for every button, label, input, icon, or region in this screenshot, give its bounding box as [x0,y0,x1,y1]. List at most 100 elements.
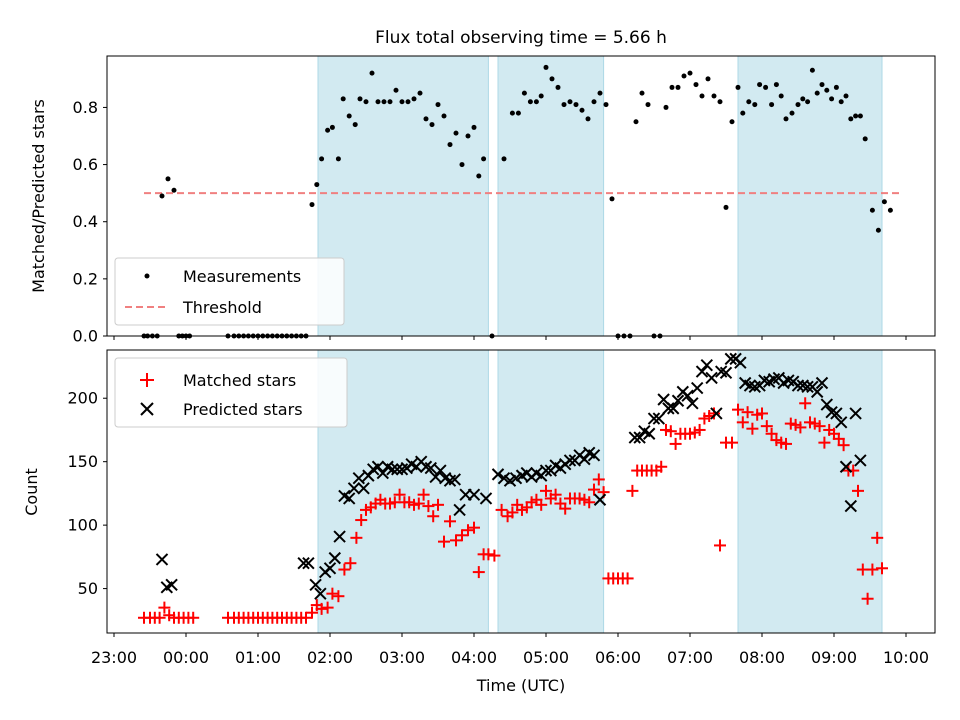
top-ytick-label: 0.8 [73,98,98,117]
matched-star-point [837,439,850,452]
predicted-star-point [690,381,704,395]
measurement-point [171,187,177,193]
measurement-point [819,82,825,88]
xtick-label: 03:00 [379,648,425,667]
measurement-point [740,110,746,116]
predicted-star-point [820,398,834,411]
measurement-point [319,156,325,162]
predicted-star-point [323,562,337,575]
matched-star-point [736,416,749,429]
predicted-star-point [155,553,169,566]
matched-star-point [540,484,552,497]
xtick-label: 05:00 [523,648,569,667]
predicted-star-point [333,530,346,543]
predicted-star-point [352,471,366,485]
measurement-point [447,142,453,148]
measurement-point [543,64,549,70]
measurement-point [309,202,315,208]
predicted-star-point [705,371,718,385]
top-legend: Measurements Threshold [114,257,345,326]
predicted-star-point [347,482,361,495]
measurement-point [393,87,399,93]
matched-star-point [866,563,879,576]
measurement-point [481,156,487,162]
predicted-star-point [854,454,867,467]
measurement-point [405,99,411,105]
measurement-point [585,116,591,122]
measurement-point [375,99,381,105]
measurement-point [723,204,729,210]
predicted-star-point [657,393,670,406]
measurement-point [471,124,477,130]
matched-star-point [326,587,339,600]
measurement-point [527,99,533,105]
matched-star-point [799,397,812,410]
matched-star-point [422,500,435,513]
matched-star-point [427,510,440,523]
measurement-point [501,156,507,162]
predicted-star-point [357,482,370,495]
matched-star-point [876,562,888,575]
xtick-label: 07:00 [667,648,713,667]
predicted-star-point [479,492,493,505]
matched-star-point [468,521,480,534]
top-panel: 0.00.20.40.60.8 Matched/Predicted stars … [29,55,936,346]
measurement-point [357,96,363,102]
matched-star-point [861,592,874,605]
predicted-star-point [652,412,666,425]
top-ytick-label: 0.0 [73,327,98,346]
top-ytick-label: 0.4 [73,212,98,231]
predicted-star-point [328,551,342,565]
xtick-label: 02:00 [307,648,353,667]
predicted-star-point [309,578,322,591]
measurement-point [853,113,859,119]
matched-star-point [300,611,312,624]
measurement-point [843,93,849,99]
matched-star-point [412,497,425,510]
shaded-interval-2 [737,55,883,337]
predicted-star-point [686,397,699,410]
matched-star-point [852,484,864,497]
matched-star-point [462,524,474,537]
predicted-star-point [297,556,310,570]
matched-star-point [332,590,345,603]
predicted-star-point [710,407,723,420]
matched-star-point [621,572,634,585]
measurement-point [746,99,752,105]
predicted-star-point [695,365,709,378]
predicted-star-point [801,380,814,394]
matched-star-point [760,420,773,433]
xtick-label: 01:00 [235,648,281,667]
measurement-point [763,84,769,90]
xtick-label: 23:00 [91,648,137,667]
measurement-point [579,107,585,113]
predicted-star-point [434,464,447,477]
matched-star-point [444,515,456,528]
matched-star-point [726,436,738,449]
measurement-point [603,102,609,108]
predicted-star-point [424,461,438,475]
measurement-point [417,90,423,96]
matched-star-point [669,437,682,450]
matched-star-point [693,423,706,436]
bottom-panel: 50 100 150 200 23:00 00:00 01:00 02:00 03:00 04:… [22,349,936,695]
measurement-point [555,84,561,90]
measurement-point [705,76,711,82]
predicted-star-point [165,578,178,591]
measurement-point [838,99,844,105]
measurement-point [399,99,405,105]
predicted-star-point [342,492,356,505]
matched-star-point [495,503,508,516]
measurement-point [509,110,515,116]
bottom-ytick-label: 100 [67,516,98,535]
xtick-label: 09:00 [811,648,857,667]
top-ytick-label: 0.6 [73,155,98,174]
measurement-point [597,90,603,96]
legend-matched-marker [140,373,154,387]
measurement-point [549,76,555,82]
bottom-axes-frame [106,349,936,634]
xtick-label: 00:00 [163,648,209,667]
measurement-point [829,96,835,102]
measurement-point [429,122,435,128]
matched-star-point [321,601,334,614]
